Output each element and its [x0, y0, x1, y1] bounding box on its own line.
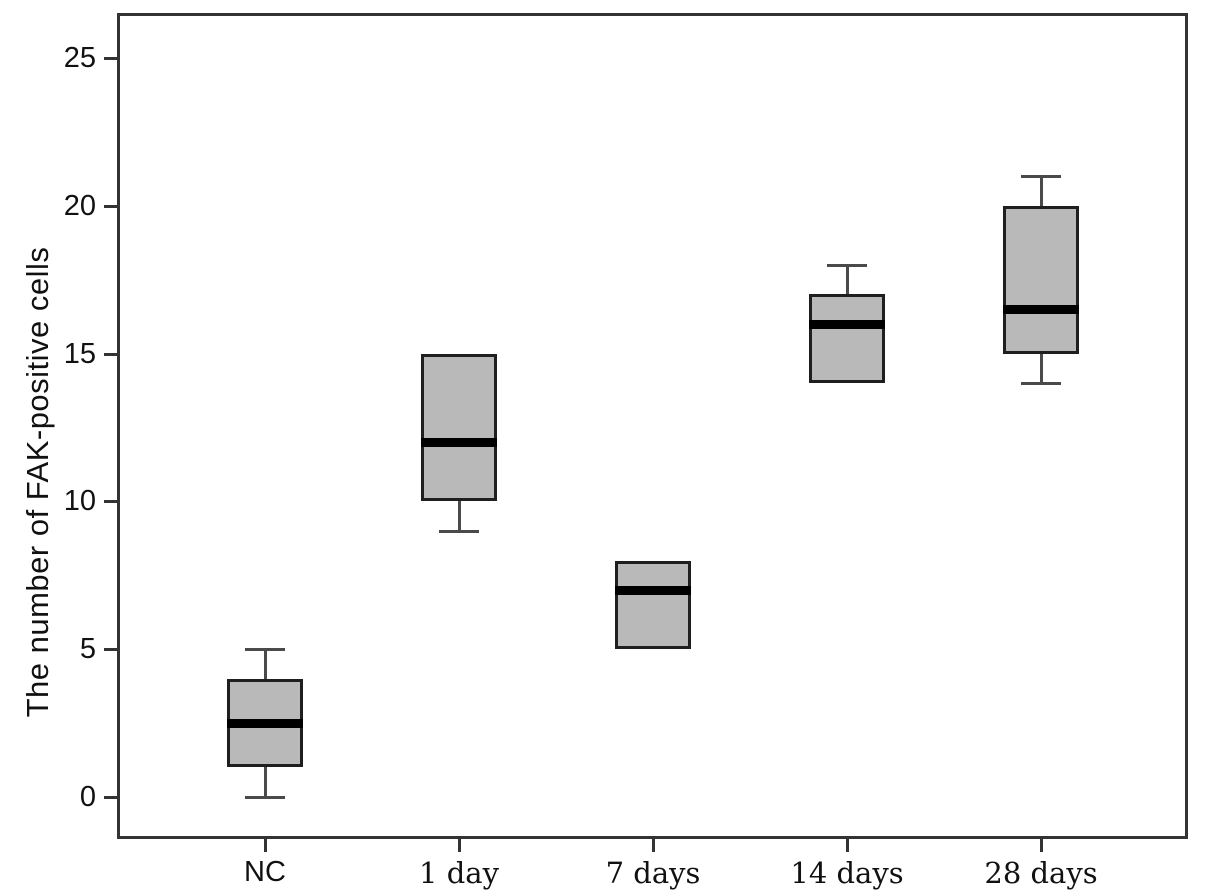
median-line [421, 437, 497, 447]
upper-whisker-line [1040, 176, 1043, 206]
x-tick-mark [1040, 839, 1043, 852]
lower-whisker-line [1040, 354, 1043, 383]
box-plot-box [421, 354, 497, 501]
median-line [615, 585, 691, 595]
upper-whisker-cap [827, 264, 867, 267]
upper-whisker-line [264, 649, 267, 679]
y-tick-mark [104, 205, 117, 208]
x-tick-mark [846, 839, 849, 852]
y-tick-mark [104, 353, 117, 356]
x-tick-label: 28 days [984, 856, 1098, 890]
lower-whisker-cap [245, 796, 285, 799]
median-line [227, 718, 303, 728]
y-tick-label: 15 [63, 338, 96, 370]
y-tick-mark [104, 57, 117, 60]
y-tick-label: 0 [79, 781, 96, 813]
y-tick-mark [104, 796, 117, 799]
y-tick-label: 5 [79, 633, 96, 665]
upper-whisker-cap [245, 648, 285, 651]
box-plot-box [1003, 206, 1079, 354]
lower-whisker-cap [1021, 382, 1061, 385]
x-tick-label: 1 day [419, 856, 499, 890]
median-line [809, 319, 885, 329]
lower-whisker-line [264, 767, 267, 797]
x-tick-mark [264, 839, 267, 852]
x-tick-mark [458, 839, 461, 852]
x-tick-label: 7 days [605, 856, 701, 890]
upper-whisker-cap [1021, 175, 1061, 178]
lower-whisker-line [458, 501, 461, 531]
y-tick-label: 20 [63, 190, 96, 222]
box-plot-box [615, 561, 691, 649]
y-tick-label: 25 [63, 42, 96, 74]
y-tick-label: 10 [63, 485, 96, 517]
median-line [1003, 304, 1079, 314]
x-tick-label: NC [244, 856, 286, 888]
y-tick-mark [104, 648, 117, 651]
box-plot-box [809, 294, 885, 383]
lower-whisker-cap [439, 530, 479, 533]
x-tick-mark [652, 839, 655, 852]
x-tick-label: 14 days [790, 856, 904, 890]
y-tick-mark [104, 500, 117, 503]
upper-whisker-line [846, 265, 849, 294]
